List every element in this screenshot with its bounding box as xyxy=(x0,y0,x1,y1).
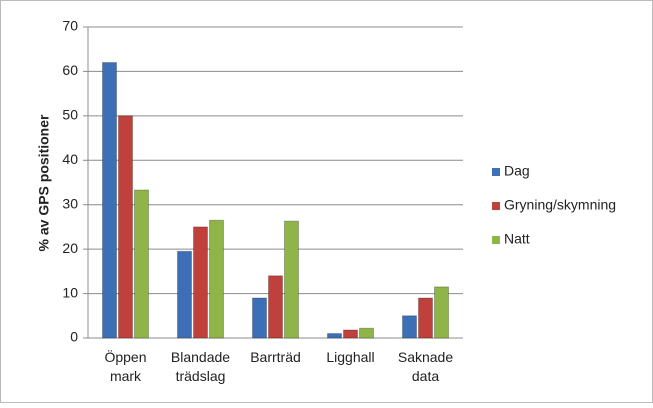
x-tick-label: Ligghall xyxy=(326,349,374,365)
bar xyxy=(434,286,449,339)
bar xyxy=(134,189,149,339)
bar xyxy=(284,220,299,339)
bar xyxy=(177,250,192,339)
legend-label: Gryning/skymning xyxy=(504,197,616,213)
x-tick-line: mark xyxy=(110,368,142,384)
bar xyxy=(359,327,374,339)
y-tick-label: 50 xyxy=(62,107,78,123)
bar xyxy=(209,219,224,339)
x-tick-label: Saknade data xyxy=(398,349,453,384)
bar xyxy=(252,297,267,339)
x-tick-line: Barrträd xyxy=(250,349,301,365)
y-tick-label: 40 xyxy=(62,151,78,167)
x-tick-line: Saknade xyxy=(398,349,453,365)
bar xyxy=(118,115,133,339)
x-tick-label: Öppen mark xyxy=(104,348,146,384)
bar xyxy=(402,315,417,339)
bar xyxy=(327,333,342,339)
y-tick-label: 70 xyxy=(62,18,78,34)
legend-swatch xyxy=(492,168,500,176)
y-tick-label: 10 xyxy=(62,284,78,300)
x-tick-label: Barrträd xyxy=(250,349,301,365)
x-tick-line: data xyxy=(412,368,439,384)
legend-swatch xyxy=(492,236,500,244)
y-tick-label: 30 xyxy=(62,195,78,211)
y-tick-label: 60 xyxy=(62,62,78,78)
bar xyxy=(343,329,358,339)
bar xyxy=(102,62,117,339)
legend-label: Natt xyxy=(504,231,530,247)
y-tick-label: 0 xyxy=(70,329,78,345)
y-axis-label: % av GPS positioner xyxy=(36,114,52,251)
bar xyxy=(268,275,283,339)
legend-swatch xyxy=(492,202,500,210)
legend-label: Dag xyxy=(504,163,530,179)
bar xyxy=(193,226,208,339)
bar xyxy=(418,297,433,339)
x-tick-label: Blandade trädslag xyxy=(171,349,230,384)
x-tick-line: Ligghall xyxy=(326,349,374,365)
y-tick-label: 20 xyxy=(62,240,78,256)
x-tick-line: Öppen xyxy=(104,348,146,365)
x-tick-line: Blandade xyxy=(171,349,230,365)
x-tick-line: trädslag xyxy=(176,368,226,384)
